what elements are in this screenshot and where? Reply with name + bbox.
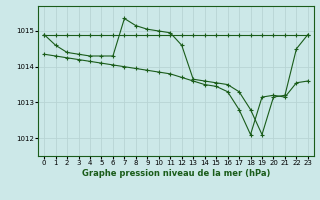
X-axis label: Graphe pression niveau de la mer (hPa): Graphe pression niveau de la mer (hPa) <box>82 169 270 178</box>
